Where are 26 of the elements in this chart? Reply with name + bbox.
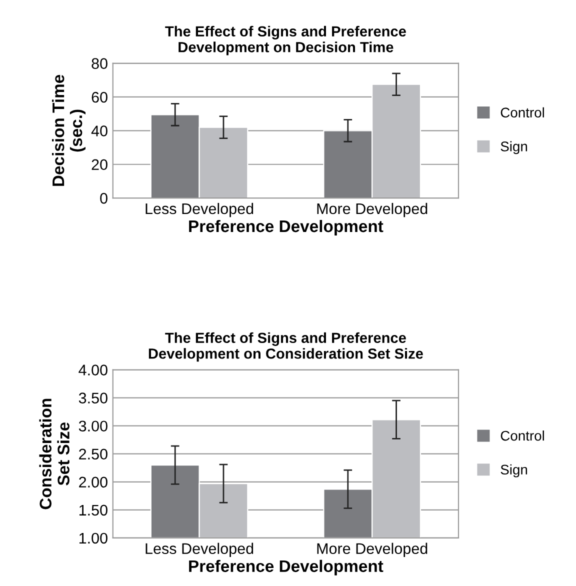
legend-label: Control	[500, 430, 544, 441]
y-tick-label: 1.50	[79, 504, 108, 516]
y-tick-label: 40	[91, 126, 108, 136]
y-tick-label: 0	[100, 192, 108, 204]
y-tick-label: 3.50	[78, 392, 108, 404]
legend-label: Sign	[500, 141, 528, 154]
y-tick-label: 4.00	[78, 364, 108, 376]
y-tick-label: 3.00	[78, 420, 108, 432]
legend-label: Sign	[500, 464, 528, 478]
chart-title: The Effect of Signs and Preference Development on Decision Time	[165, 26, 406, 56]
chart-title: The Effect of Signs and Preference Development on Consideration Set Size	[148, 332, 423, 362]
y-tick-label: 2.00	[79, 476, 108, 488]
x-tick-label: Less Developed	[146, 202, 254, 218]
x-axis-title: Preference Development	[189, 560, 384, 576]
y-axis-title: Decision Time (sec.)	[52, 74, 86, 186]
x-tick-label: More Developed	[317, 542, 428, 558]
x-tick-label: Less Developed	[146, 542, 254, 558]
y-tick-label: 60	[92, 92, 108, 103]
y-tick-label: 20	[92, 159, 108, 170]
legend-label: Control	[500, 107, 544, 118]
y-tick-label: 80	[92, 58, 108, 69]
y-tick-label: 1.00	[79, 532, 108, 544]
x-axis-title: Preference Development	[189, 220, 384, 236]
x-tick-label: More Developed	[317, 202, 428, 218]
y-tick-label: 2.50	[79, 448, 108, 460]
y-axis-title: Consideration Set Size	[39, 398, 70, 510]
